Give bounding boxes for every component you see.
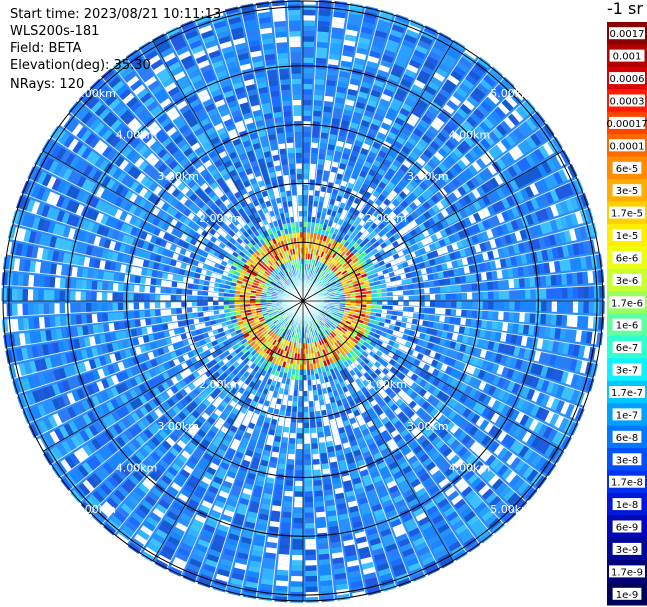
colorbar-label-bg-10	[612, 251, 642, 264]
colorbar-label-bg-20	[609, 475, 645, 488]
ring-label-4km-1: 4.00km	[449, 129, 491, 142]
colorbar-label-bg-1	[609, 49, 645, 62]
colorbar-label-bg-12	[609, 296, 645, 309]
colorbar-label-10: 6e-6	[616, 253, 639, 264]
colorbar-label-16: 1.7e-7	[611, 388, 643, 399]
colorbar-label-bg-7	[612, 184, 642, 197]
ring-label-4km-0: 4.00km	[116, 129, 158, 142]
ring-label-5km-3: 5.00km	[74, 503, 116, 516]
colorbar-label-bg-2	[609, 72, 645, 85]
spoke-5	[302, 300, 454, 561]
colorbar-label-13: 1e-6	[616, 321, 639, 332]
colorbar-label-bg-11	[612, 273, 642, 286]
colorbar-label-bg-25	[612, 587, 642, 600]
colorbar-label-8: 1.7e-5	[611, 209, 643, 220]
start-time: Start time: 2023/08/21 10:11:13	[10, 7, 222, 22]
colorbar-label-bg-3	[609, 94, 645, 107]
ring-label-3km-1: 3.00km	[407, 170, 449, 183]
colorbar-label-25: 1e-9	[616, 590, 639, 601]
ring-label-5km-2: 5.00km	[490, 503, 532, 516]
colorbar-label-22: 6e-9	[616, 523, 639, 534]
elevation: Elevation(deg): 35.30	[10, 58, 151, 73]
spoke-4	[302, 300, 563, 452]
colorbar-label-18: 6e-8	[616, 433, 639, 444]
colorbar-label-4: 0.00017	[607, 119, 647, 130]
colorbar-label-bg-16	[609, 386, 645, 398]
polar-plot: 2.00km 2.00km 2.00km 2.00km 3.00km 3.00km 3.00…	[1, 0, 605, 603]
colorbar-label-11: 3e-6	[616, 276, 639, 287]
info-panel: Start time: 2023/08/21 10:11:13 WLS200s-…	[10, 6, 221, 93]
colorbar-label-bg-17	[612, 408, 642, 421]
colorbar-label-1: 0.001	[613, 52, 642, 63]
colorbar-label-23: 3e-9	[616, 545, 639, 556]
colorbar-label-bg-18	[612, 430, 642, 443]
ring-label-2km-3: 2.00km	[199, 378, 241, 391]
colorbar-label-3: 0.0003	[610, 97, 645, 108]
colorbar-label-bg-5	[609, 139, 645, 152]
colorbar-label-bg-6	[612, 161, 642, 174]
ring-label-2km-2: 2.00km	[365, 378, 407, 391]
colorbar-label-15: 3e-7	[616, 366, 639, 377]
colorbar-label-bg-24	[609, 565, 645, 578]
colorbar-label-bg-13	[612, 318, 642, 331]
colorbar-label-5: 0.0001	[610, 141, 645, 152]
spoke-2	[302, 150, 563, 302]
ring-label-4km-3: 4.00km	[116, 461, 158, 474]
field-name: Field: BETA	[10, 41, 82, 56]
nrays: NRays: 120	[10, 77, 85, 92]
ring-label-2km-0: 2.00km	[199, 212, 241, 225]
colorbar-label-bg-9	[612, 229, 642, 241]
ring-label-5km-0: 5.00km	[74, 87, 116, 100]
ring-label-3km-2: 3.00km	[407, 420, 449, 433]
colorbar-label-19: 3e-8	[616, 455, 639, 466]
azimuth-spokes	[3, 1, 603, 601]
spoke-8	[42, 300, 304, 452]
colorbar-label-12: 1.7e-6	[611, 298, 643, 309]
ring-label-2km-1: 2.00km	[365, 212, 407, 225]
device-name: WLS200s-181	[10, 24, 100, 39]
spoke-11	[152, 40, 304, 302]
spoke-7	[152, 300, 304, 561]
colorbar-label-6: 6e-5	[616, 164, 639, 175]
ring-labels: 2.00km 2.00km 2.00km 2.00km 3.00km 3.00km 3.00…	[74, 87, 532, 516]
colorbar-title: -1 sr	[607, 0, 643, 18]
colorbar-label-bg-8	[609, 206, 645, 219]
colorbar-label-bg-14	[612, 341, 642, 354]
colorbar-label-14: 6e-7	[616, 343, 639, 354]
ring-label-5km-1: 5.00km	[490, 87, 532, 100]
colorbar-label-bg-4	[609, 116, 645, 129]
colorbar-label-20: 1.7e-8	[611, 478, 643, 489]
ring-label-3km-3: 3.00km	[157, 420, 199, 433]
colorbar: 0.0017 0.001 0.0006 0.0003 0.00017 0.0001 6e-5…	[607, 22, 647, 606]
spoke-10	[42, 150, 304, 302]
colorbar-label-0: 0.0017	[610, 29, 645, 40]
colorbar-label-bg-19	[612, 453, 642, 466]
colorbar-label-bg-23	[612, 542, 642, 555]
colorbar-label-24: 1.7e-9	[611, 567, 643, 578]
colorbar-label-2: 0.0006	[610, 74, 645, 85]
ring-label-3km-0: 3.00km	[157, 170, 199, 183]
colorbar-label-bg-21	[612, 498, 642, 511]
colorbar-label-7: 3e-5	[616, 186, 639, 197]
colorbar-label-bg-0	[609, 27, 645, 40]
colorbar-label-bg-15	[612, 363, 642, 376]
colorbar-label-17: 1e-7	[616, 410, 639, 421]
spoke-1	[302, 40, 454, 302]
colorbar-label-21: 1e-8	[616, 500, 639, 511]
ring-label-4km-2: 4.00km	[449, 461, 491, 474]
colorbar-label-9: 1e-5	[616, 231, 639, 242]
colorbar-label-bg-22	[612, 520, 642, 533]
